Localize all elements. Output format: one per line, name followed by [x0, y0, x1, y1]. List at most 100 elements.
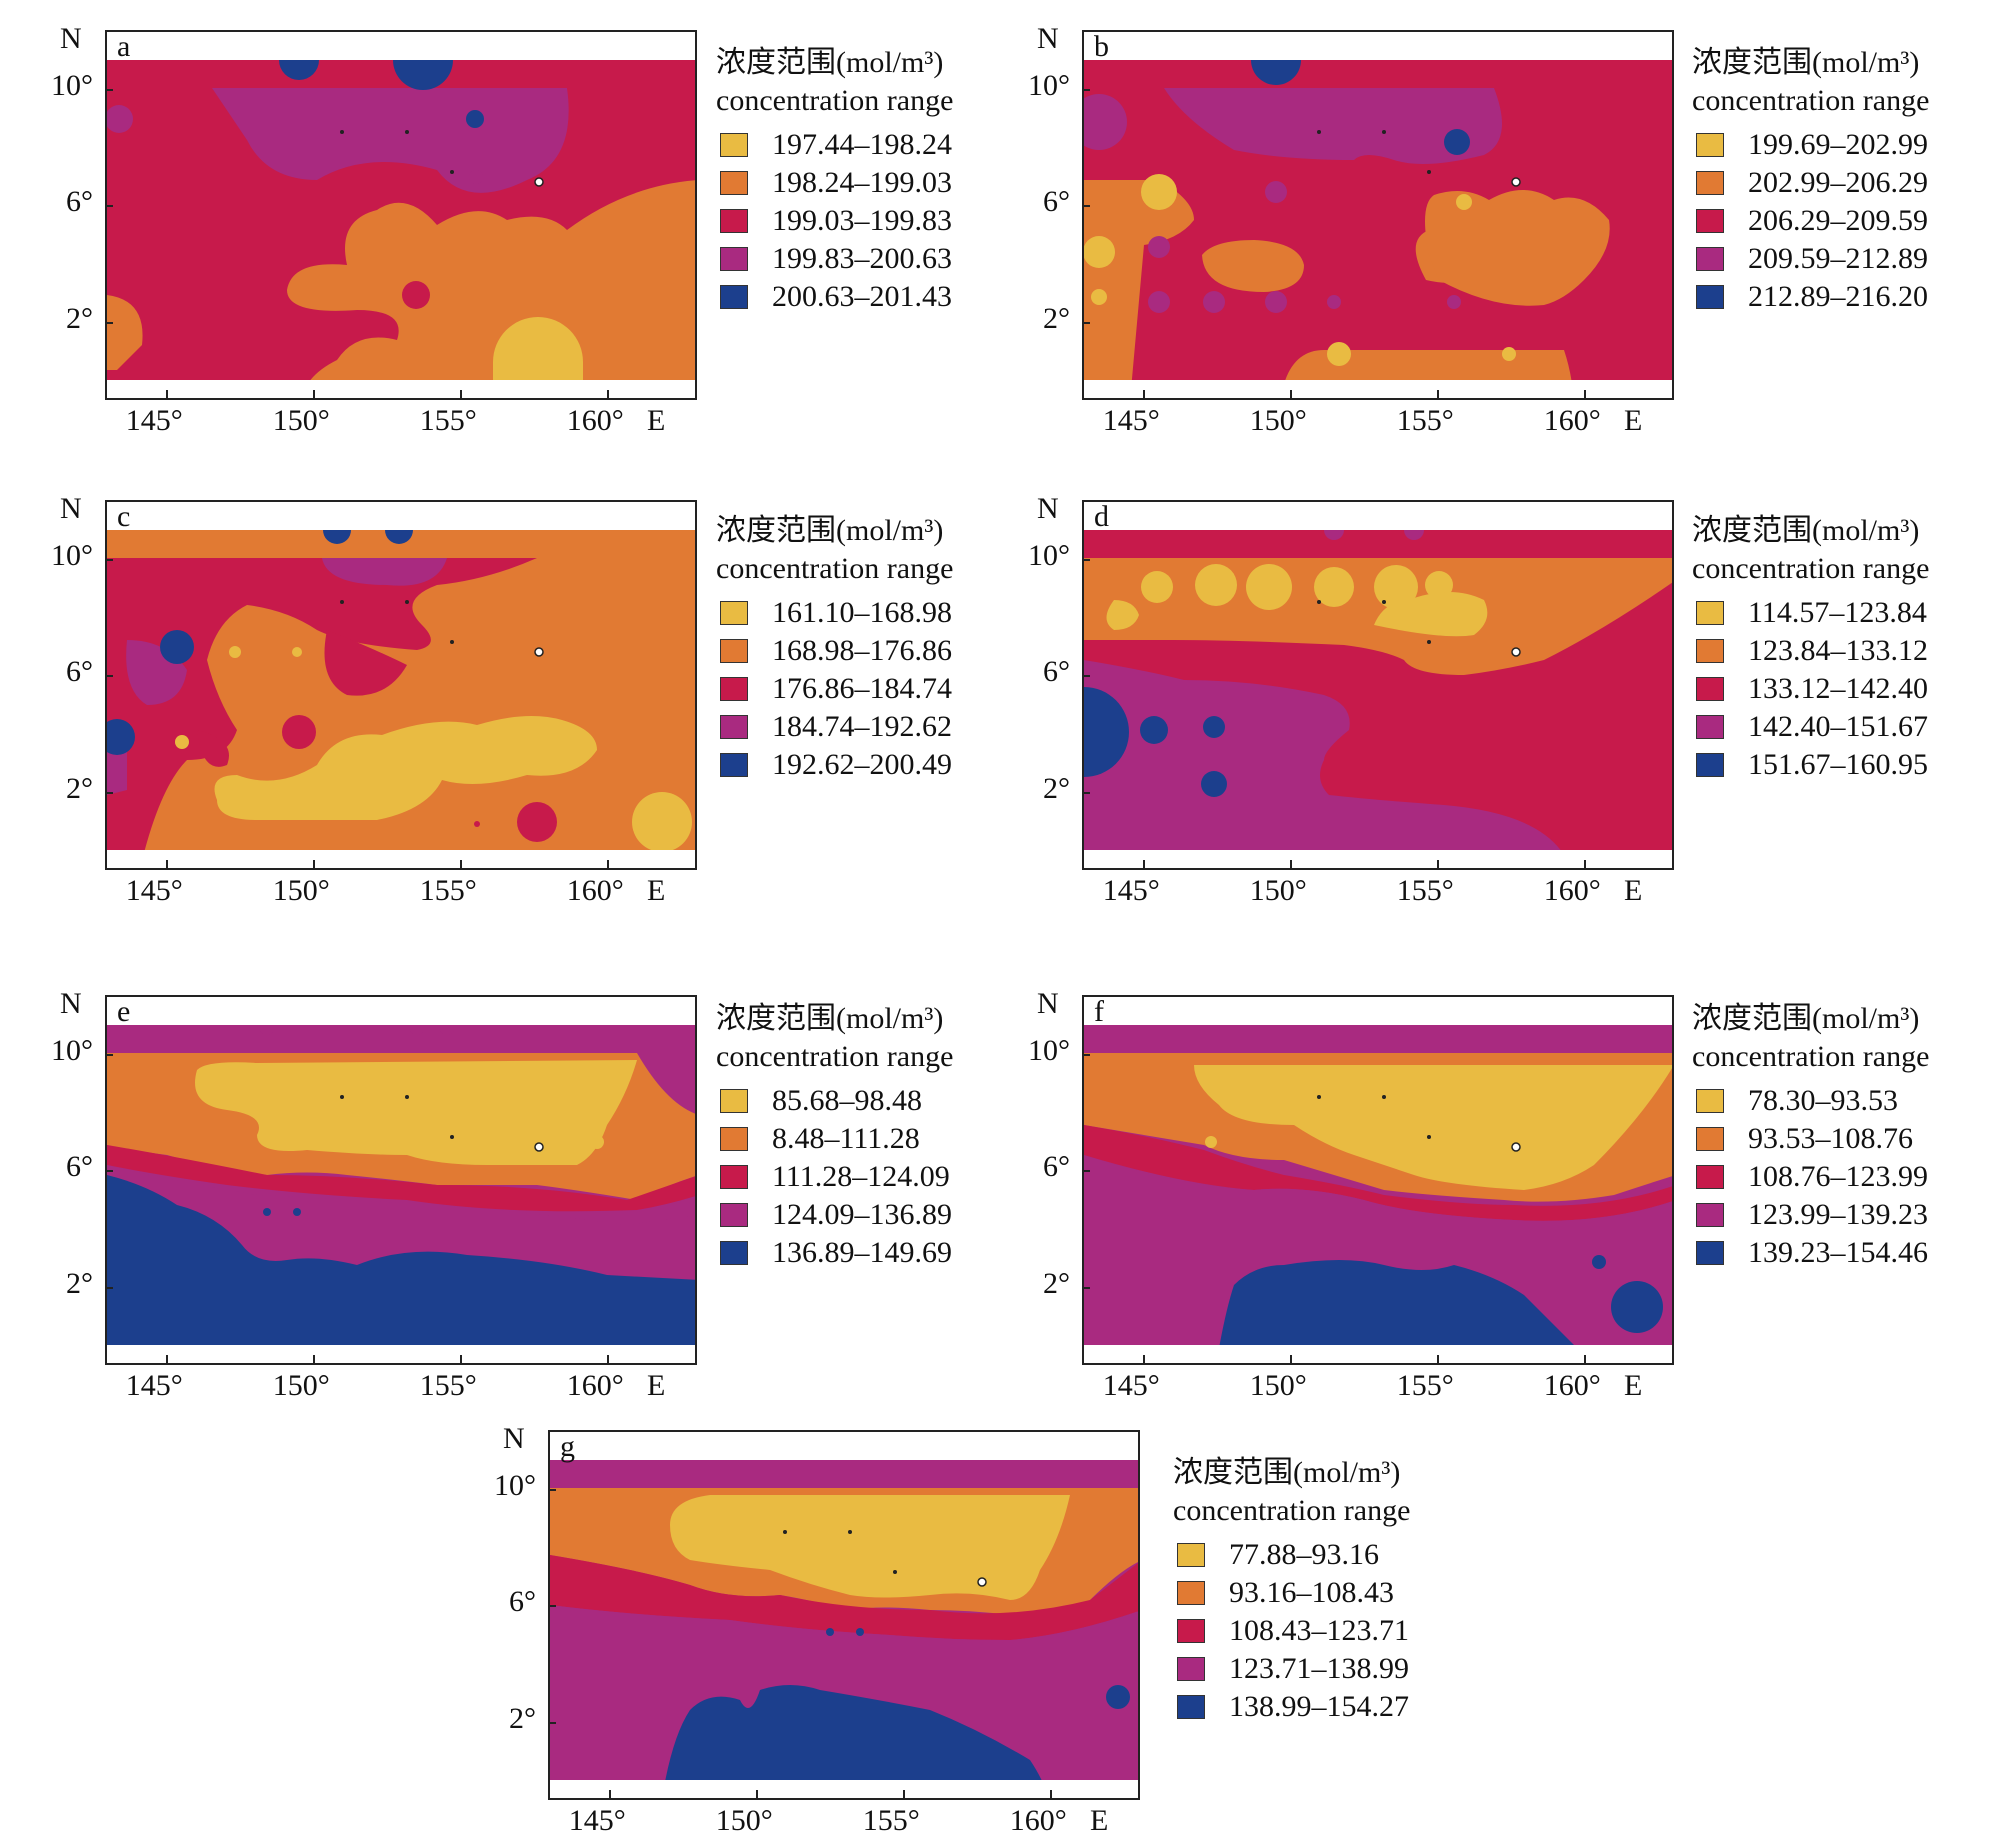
x-tick-mark — [312, 860, 315, 868]
legend-swatch — [720, 1203, 748, 1227]
x-tick-mark — [1436, 390, 1439, 398]
x-tick-label: 155° — [419, 1369, 477, 1402]
legend-item: 199.03–199.83 — [716, 202, 953, 240]
north-label: N — [60, 987, 82, 1020]
blue-contour-region — [323, 530, 351, 544]
legend-item: 200.63–201.43 — [716, 278, 953, 316]
y-tick-mark — [105, 89, 113, 92]
north-label: N — [503, 1422, 525, 1455]
yellow-contour-region — [1195, 564, 1237, 606]
orange-contour-region — [1202, 240, 1304, 292]
map-frame: g — [548, 1430, 1140, 1800]
x-tick-label: 160° — [1543, 1369, 1601, 1402]
island-marker — [848, 1530, 852, 1534]
legend-title-chinese: 浓度范围(mol/m³) — [1173, 1456, 1401, 1489]
legend-swatch — [720, 601, 748, 625]
y-tick-label: 2° — [66, 301, 93, 335]
orange-contour-region — [1285, 350, 1572, 380]
east-label: E — [647, 404, 666, 437]
legend-range-label: 124.09–136.89 — [772, 1198, 952, 1231]
island-marker — [405, 1095, 409, 1099]
y-tick-label: 2° — [1043, 771, 1070, 805]
yellow-contour-region — [195, 1060, 637, 1165]
x-tick-mark — [606, 1355, 609, 1363]
legend-range-label: 78.30–93.53 — [1748, 1084, 1898, 1117]
map-frame: e — [105, 995, 697, 1365]
panel-label: g — [560, 1430, 575, 1463]
y-tick-label: 6° — [1043, 185, 1070, 219]
legend-swatch — [1696, 677, 1724, 701]
y-tick-label: 6° — [66, 1150, 93, 1184]
x-tick-label: 160° — [566, 1369, 624, 1402]
magenta-contour-region — [1265, 181, 1287, 203]
y-tick-label: 10° — [51, 69, 93, 103]
orange-contour-region — [1084, 180, 1194, 380]
x-tick-label: 150° — [272, 1369, 330, 1402]
magenta-contour-region — [1203, 291, 1225, 313]
magenta-contour-region — [1084, 660, 1561, 850]
legend-swatch — [720, 1089, 748, 1113]
legend-range-label: 138.99–154.27 — [1229, 1690, 1409, 1723]
legend-title-english: concentration range — [1173, 1494, 1411, 1527]
y-tick-label: 10° — [51, 539, 93, 573]
blue-contour-region — [1592, 1255, 1606, 1269]
yellow-contour-region — [670, 1495, 1070, 1600]
yellow-contour-region — [632, 792, 692, 850]
y-tick-label: 6° — [66, 655, 93, 689]
x-tick-mark — [1583, 1355, 1586, 1363]
legend-range-label: 133.12–142.40 — [1748, 672, 1928, 705]
island-marker — [783, 1530, 787, 1534]
y-tick-mark — [1082, 1286, 1090, 1289]
x-tick-label: 145° — [1102, 404, 1160, 437]
legend-item: 197.44–198.24 — [716, 126, 953, 164]
magenta-contour-region — [1084, 94, 1127, 150]
legend-item: 136.89–149.69 — [716, 1234, 953, 1272]
yellow-contour-region — [493, 362, 583, 380]
x-tick-label: 145° — [125, 874, 183, 907]
yellow-contour-region — [590, 1135, 604, 1149]
map-frame: f — [1082, 995, 1674, 1365]
legend-swatch — [1696, 247, 1724, 271]
y-tick-label: 10° — [1028, 1034, 1070, 1068]
x-tick-mark — [1436, 860, 1439, 868]
y-tick-label: 2° — [1043, 1266, 1070, 1300]
legend-range-label: 192.62–200.49 — [772, 748, 952, 781]
map-frame: a — [105, 30, 697, 400]
legend-item: 78.30–93.53 — [1692, 1082, 1929, 1120]
island-marker — [1317, 1095, 1321, 1099]
legend-swatch — [720, 1241, 748, 1265]
y-tick-mark — [105, 1286, 113, 1289]
legend-range-label: 209.59–212.89 — [1748, 242, 1928, 275]
legend-item: 199.83–200.63 — [716, 240, 953, 278]
x-tick-label: 160° — [1543, 404, 1601, 437]
blue-contour-region — [1084, 687, 1129, 777]
north-label: N — [60, 22, 82, 55]
legend: 浓度范围(mol/m³) concentration range 78.30–93.… — [1692, 1000, 1929, 1272]
legend-range-label: 108.76–123.99 — [1748, 1160, 1928, 1193]
blue-contour-region — [393, 60, 453, 90]
legend-range-label: 168.98–176.86 — [772, 634, 952, 667]
legend-title-chinese: 浓度范围(mol/m³) — [1692, 46, 1920, 79]
y-tick-mark — [548, 1605, 556, 1608]
legend-item: 142.40–151.67 — [1692, 708, 1929, 746]
y-tick-label: 6° — [66, 185, 93, 219]
legend: 浓度范围(mol/m³) concentration range 199.69–20… — [1692, 44, 1929, 316]
legend-item: 93.16–108.43 — [1173, 1574, 1410, 1612]
yellow-contour-region — [1091, 289, 1107, 305]
magenta-contour-region — [107, 105, 133, 133]
magenta-contour-region — [107, 1165, 695, 1275]
magenta-contour-region — [469, 170, 483, 184]
blue-contour-region — [1106, 1685, 1130, 1709]
red-contour-region — [107, 558, 537, 850]
east-label: E — [1624, 1369, 1643, 1402]
yellow-contour-region — [1194, 1065, 1672, 1190]
legend-title-chinese: 浓度范围(mol/m³) — [1692, 1002, 1920, 1035]
north-label: N — [1037, 492, 1059, 525]
blue-contour-region — [826, 1628, 834, 1636]
legend-title-english: concentration range — [1692, 552, 1930, 585]
legend-swatch — [1177, 1581, 1205, 1605]
y-tick-label: 6° — [1043, 655, 1070, 689]
station-marker — [534, 177, 544, 187]
island-marker — [450, 640, 454, 644]
y-tick-mark — [548, 1489, 556, 1492]
